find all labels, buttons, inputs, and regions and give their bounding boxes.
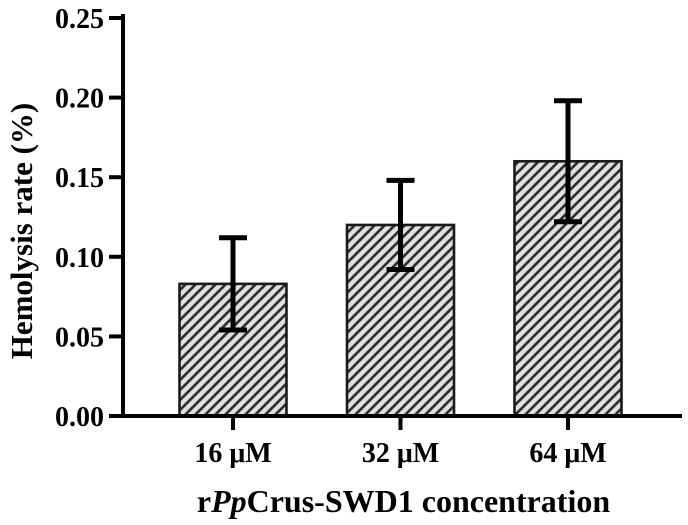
error-bar-2 (386, 177, 415, 273)
x-tick-label-2: 32 μM (362, 438, 439, 469)
y-tick-label-2: 0.10 (55, 243, 104, 274)
y-tick-label-1: 0.05 (55, 322, 104, 353)
y-axis-title: Hemolysis rate (%) (4, 102, 39, 360)
y-tick-label-0: 0.00 (55, 402, 104, 433)
error-bar-3 (554, 98, 582, 225)
y-tick-label-4: 0.20 (55, 84, 104, 115)
x-axis-title-prefix: r (196, 483, 212, 519)
x-tick-label-1: 16 μM (194, 438, 271, 469)
y-tick-label-3: 0.15 (55, 163, 104, 194)
error-bar-1 (219, 235, 247, 333)
x-axis-title-suffix: Crus-SWD1 concentration (246, 483, 611, 519)
x-tick-label-3: 64 μM (529, 438, 606, 469)
x-axis-title: rPpCrus-SWD1 concentration (125, 483, 682, 520)
x-axis-title-italic: Pp (211, 483, 247, 519)
y-tick-label-5: 0.25 (55, 4, 104, 35)
